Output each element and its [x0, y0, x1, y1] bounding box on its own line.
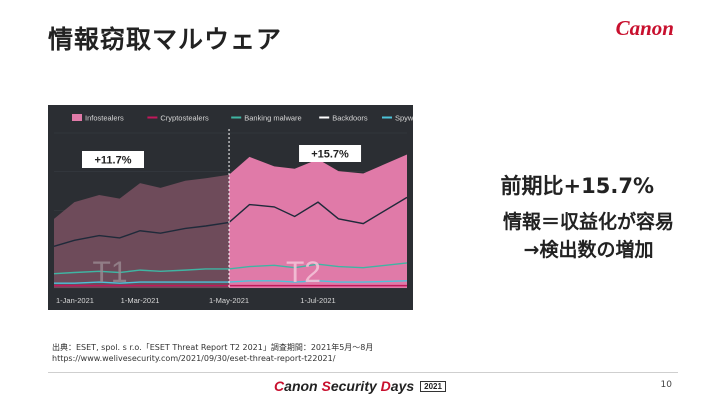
callout-reason-line1: 情報＝収益化が容易 [502, 211, 674, 233]
footer-ecurity: ecurity [330, 378, 381, 394]
growth-annotation-1: +11.7% [94, 155, 131, 167]
source-line-1: 出典：ESET, spol. s r.o.「ESET Threat Report… [52, 343, 374, 352]
slide-title: 情報窃取マルウェア [48, 25, 283, 54]
growth-annotation-box-1 [82, 151, 144, 168]
x-tick-label: 1-May-2021 [209, 296, 249, 305]
series-line-spyware [54, 280, 408, 284]
footer-year: 2021 [420, 381, 446, 392]
callout-reason-line2: →検出数の増加 [523, 239, 654, 261]
legend-label-0: Infostealers [85, 114, 124, 123]
legend-label-2: Banking malware [244, 114, 302, 123]
page-number: 10 [660, 380, 672, 390]
callout-growth: 前期比+15.7% [500, 174, 654, 198]
footer-anon: anon [284, 378, 322, 394]
footer-c: C [274, 378, 285, 394]
footer-s: S [321, 378, 331, 394]
growth-annotation-box-2 [299, 145, 362, 162]
footer-ays: ays [390, 378, 415, 394]
series-line-banking-malware [53, 262, 408, 275]
legend-label-3: Backdoors [332, 114, 368, 123]
growth-annotation-2: +15.7% [311, 149, 349, 161]
series-line-backdoors [53, 196, 408, 247]
footer-d: D [380, 378, 391, 394]
threat-chart: Infostealers Cryptostealers Banking malwar… [48, 105, 413, 310]
chart-svg: Infostealers Cryptostealers Banking malwar… [53, 114, 413, 305]
x-tick-label: 1-Jul-2021 [300, 296, 335, 305]
source-link[interactable]: https://www.welivesecurity.com/2021/09/3… [52, 354, 336, 363]
footer-brand: Canon Security Days 2021 [0, 378, 720, 394]
legend-label-1: Cryptostealers [160, 114, 209, 123]
infostealers-area-t2 [229, 154, 407, 288]
source-citation: 出典：ESET, spol. s r.o.「ESET Threat Report… [52, 342, 373, 364]
x-tick-label: 1-Jan-2021 [56, 296, 94, 305]
canon-logo: Canon [615, 16, 674, 40]
period-label-t2: T2 [286, 256, 321, 289]
x-tick-label: 1-Mar-2021 [121, 296, 160, 305]
period-label-t1: T1 [93, 256, 128, 289]
legend-swatch-0 [72, 114, 82, 121]
legend-label-4: Spyware [395, 114, 413, 123]
callout-reason: 情報＝収益化が容易 →検出数の増加 [503, 208, 674, 264]
footer-divider [48, 372, 678, 373]
